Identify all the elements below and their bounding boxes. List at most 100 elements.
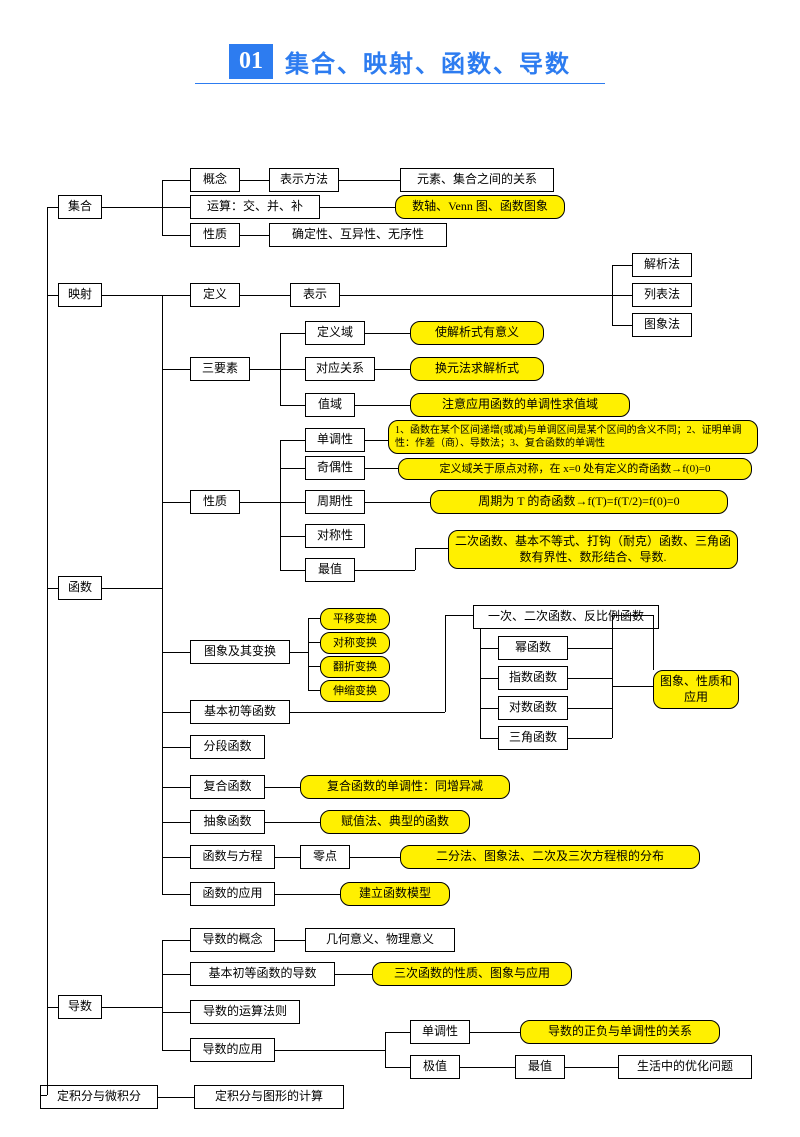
c [240,235,269,236]
c [385,1032,410,1033]
c [445,615,446,712]
node-func: 函数 [58,576,102,600]
c [280,468,305,469]
c [275,857,300,858]
c [280,333,305,334]
node-deriv: 导数 [58,995,102,1019]
node-def: 定义 [190,283,240,307]
node-set: 集合 [58,195,102,219]
c [653,615,654,670]
c [308,666,320,667]
node-fnlist4: 对数函数 [498,696,568,720]
node-elemderivnote: 三次函数的性质、图象与应用 [372,962,572,986]
node-funcappnote: 建立函数模型 [340,882,450,906]
c [365,502,430,503]
title-badge: 01 [229,44,273,79]
c [568,708,612,709]
node-trans: 图象及其变换 [190,640,290,664]
c [612,686,653,687]
node-comp: 复合函数 [190,775,265,799]
c [612,295,632,296]
c [365,333,410,334]
c [47,1007,58,1008]
c [162,940,190,941]
c [280,536,305,537]
node-t1: 平移变换 [320,608,390,630]
node-concept: 概念 [190,168,240,192]
c [275,1050,385,1051]
c [308,642,320,643]
node-odd: 奇偶性 [305,456,365,480]
node-funcapp: 函数的应用 [190,882,275,906]
c [265,822,320,823]
node-derivrule: 导数的运算法则 [190,1000,300,1024]
c [350,857,400,858]
c [290,652,308,653]
node-venn: 数轴、Venn 图、函数图象 [395,195,565,219]
node-derivapp: 导数的应用 [190,1038,275,1062]
node-maxminnote: 二次函数、基本不等式、打钩（耐克）函数、三角函数有界性、数形结合、导数. [448,530,738,569]
c [335,974,372,975]
title-bar: 01 集合、映射、函数、导数 [0,0,800,84]
node-extreme: 极值 [410,1055,460,1079]
c [415,548,448,549]
node-listm: 列表法 [632,283,692,307]
c [162,652,190,653]
node-t3: 翻折变换 [320,656,390,678]
c [415,548,416,570]
c [250,369,280,370]
node-maxmin: 最值 [305,558,355,582]
c [158,1097,194,1098]
node-elemderiv: 基本初等函数的导数 [190,962,335,986]
c [162,787,190,788]
title-text: 集合、映射、函数、导数 [285,40,571,83]
c [162,1012,190,1013]
c [40,1095,47,1096]
c [365,468,398,469]
c [47,207,58,208]
c [162,747,190,748]
c [265,787,300,788]
node-analytic: 解析法 [632,253,692,277]
c [385,1067,410,1068]
c [47,588,58,589]
node-graphm: 图象法 [632,313,692,337]
c [102,1007,162,1008]
node-fnlist3: 指数函数 [498,666,568,690]
c [480,628,481,738]
node-rangenote: 注意应用函数的单调性求值域 [410,393,630,417]
node-correspnote: 换元法求解析式 [410,357,544,381]
node-compnote: 复合函数的单调性：同增异减 [300,775,510,799]
c [280,369,305,370]
node-abstract: 抽象函数 [190,810,265,834]
node-mono: 单调性 [305,428,365,452]
c [162,295,163,895]
node-propset: 性质 [190,223,240,247]
c [568,648,612,649]
node-calc: 定积分与微积分 [40,1085,158,1109]
c [340,295,612,296]
node-mononote: 1、函数在某个区间递增(或减)与单调区间是某个区间的含义不同；2、证明单调性：作… [388,420,758,454]
node-ops: 运算：交、并、补 [190,195,320,219]
c [290,712,445,713]
c [612,265,632,266]
c [162,857,190,858]
c [280,570,305,571]
c [240,295,290,296]
node-three: 三要素 [190,357,250,381]
c [162,180,190,181]
node-derivmono: 单调性 [410,1020,470,1044]
c [162,894,190,895]
node-elem: 基本初等函数 [190,700,290,724]
c [162,235,190,236]
node-t4: 伸缩变换 [320,680,390,702]
c [339,180,400,181]
node-derivmononote: 导数的正负与单调性的关系 [520,1020,720,1044]
c [308,618,309,690]
c [612,615,653,616]
c [308,618,320,619]
node-fnlist1: 一次、二次函数、反比例函数 [473,605,659,629]
c [162,207,190,208]
node-show: 表示 [290,283,340,307]
node-calcnote: 定积分与图形的计算 [194,1085,344,1109]
